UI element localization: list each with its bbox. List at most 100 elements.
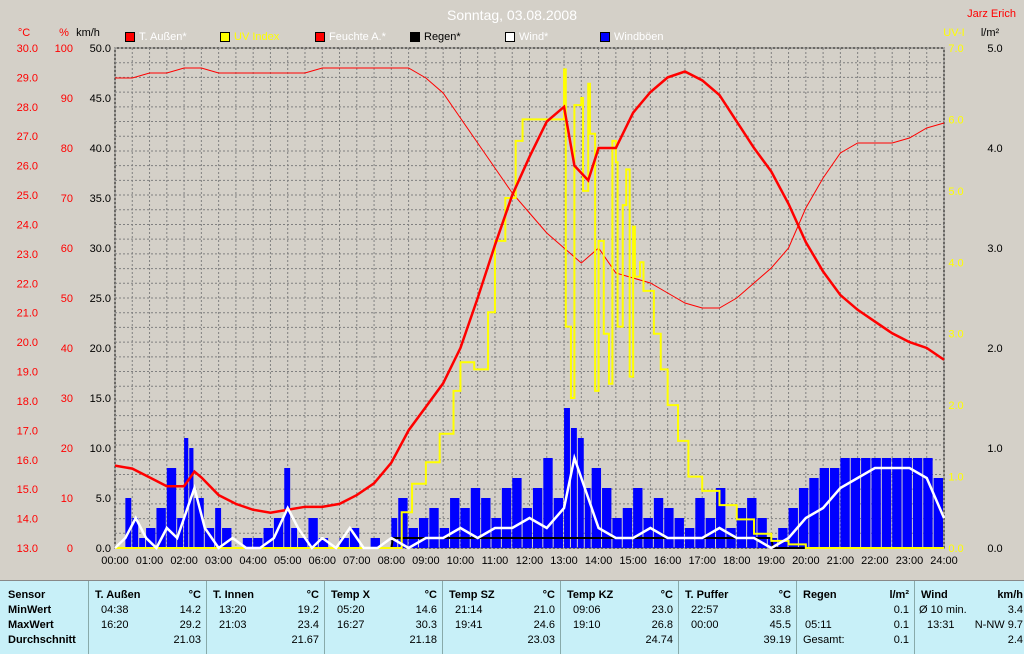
hum-tick-label: 20 bbox=[61, 443, 73, 455]
series-line bbox=[115, 68, 944, 549]
stats-row: 16:27 30.3 bbox=[325, 618, 443, 633]
statistics-table: Sensor MinWert MaxWert Durchschnitt T. Außen… bbox=[0, 580, 1024, 654]
stats-max-time: 13:31 bbox=[927, 619, 955, 631]
gust-bar bbox=[156, 508, 166, 548]
temp-tick-label: 24.0 bbox=[17, 219, 38, 231]
x-tick-label: 12:00 bbox=[516, 555, 544, 567]
gust-bar bbox=[194, 498, 204, 548]
gust-bar bbox=[339, 538, 349, 548]
x-tick-label: 22:00 bbox=[861, 555, 889, 567]
wind-tick-label: 15.0 bbox=[90, 393, 111, 405]
stats-column-name: T. Innen bbox=[213, 589, 254, 601]
legend-item: Feuchte A.* bbox=[315, 31, 386, 43]
stats-average: 39.19 bbox=[763, 634, 791, 646]
stats-row: Regen l/m² bbox=[797, 588, 915, 603]
series-line bbox=[114, 70, 945, 514]
gust-bar bbox=[308, 518, 318, 548]
temp-tick-label: 14.0 bbox=[17, 514, 38, 526]
wind-tick-label: 20.0 bbox=[90, 343, 111, 355]
temp-tick-label: 30.0 bbox=[17, 43, 38, 55]
wind-tick-label: 10.0 bbox=[90, 443, 111, 455]
x-tick-label: 15:00 bbox=[619, 555, 647, 567]
stats-max-time: 16:27 bbox=[337, 619, 365, 631]
x-tick-label: 07:00 bbox=[343, 555, 371, 567]
gust-bar bbox=[166, 468, 177, 548]
rain-unit-label: l/m² bbox=[981, 27, 1000, 39]
wind-tick-label: 25.0 bbox=[90, 293, 111, 305]
stats-row: 04:38 14.2 bbox=[89, 603, 207, 618]
gust-bar bbox=[881, 458, 892, 548]
hum-tick-label: 50 bbox=[61, 293, 73, 305]
temp-tick-label: 21.0 bbox=[17, 308, 38, 320]
hum-tick-label: 70 bbox=[61, 193, 73, 205]
uv-tick-label: 0.0 bbox=[948, 543, 963, 555]
gust-bar bbox=[491, 518, 501, 548]
gust-bar bbox=[622, 508, 633, 548]
stats-row: MaxWert bbox=[0, 618, 88, 633]
temp-tick-label: 18.0 bbox=[17, 396, 38, 408]
stats-row: 09:06 23.0 bbox=[561, 603, 679, 618]
x-tick-label: 24:00 bbox=[930, 555, 958, 567]
stats-row: 23.03 bbox=[443, 633, 561, 648]
gust-bar bbox=[460, 508, 470, 548]
stats-max-time: 16:20 bbox=[101, 619, 129, 631]
gust-bar bbox=[450, 498, 460, 548]
gust-bar bbox=[584, 488, 591, 548]
stats-row: 21.03 bbox=[89, 633, 207, 648]
gust-bar bbox=[481, 498, 491, 548]
hum-tick-label: 60 bbox=[61, 243, 73, 255]
stats-min-value: 33.8 bbox=[769, 604, 791, 616]
uv-tick-label: 5.0 bbox=[948, 186, 963, 198]
temp-tick-label: 23.0 bbox=[17, 249, 38, 261]
stats-rain-column: Regen l/m² 0.1 05:11 0.1 Gesamt: 0.1 bbox=[796, 581, 915, 654]
stats-wind-column: Wind km/h Ø 10 min. 3.4 13:31 N-NW 9.7 2.4 bbox=[914, 581, 1024, 654]
stats-row-label: MinWert bbox=[8, 604, 52, 616]
gust-bar bbox=[429, 508, 439, 548]
gust-bar bbox=[391, 518, 398, 548]
gust-bar bbox=[184, 438, 189, 548]
gust-bar bbox=[418, 518, 429, 548]
stats-row: 22:57 33.8 bbox=[679, 603, 797, 618]
stats-max-value: 24.6 bbox=[533, 619, 555, 631]
stats-min-value: 21.0 bbox=[533, 604, 555, 616]
stats-average: 21.67 bbox=[291, 634, 319, 646]
hum-tick-label: 40 bbox=[61, 343, 73, 355]
uv-tick-label: 7.0 bbox=[948, 43, 963, 55]
stats-min-time: 21:14 bbox=[455, 604, 483, 616]
hum-tick-label: 0 bbox=[67, 543, 73, 555]
stats-max-value: 29.2 bbox=[179, 619, 201, 631]
stats-column-unit: °C bbox=[778, 589, 791, 601]
stats-max-value: 23.4 bbox=[297, 619, 319, 631]
gust-bar bbox=[349, 528, 360, 548]
stats-max-time: 21:03 bbox=[219, 619, 247, 631]
gust-bar bbox=[543, 458, 553, 548]
stats-row: 24.74 bbox=[561, 633, 679, 648]
stats-min-time: 04:38 bbox=[101, 604, 129, 616]
stats-min-value: 14.6 bbox=[415, 604, 437, 616]
stats-min-time: 09:06 bbox=[573, 604, 601, 616]
stats-column-name: Temp KZ bbox=[567, 589, 614, 601]
legend-label: Wind* bbox=[519, 31, 549, 43]
stats-max-time: 19:10 bbox=[573, 619, 601, 631]
stats-row: T. Innen °C bbox=[207, 588, 325, 603]
hum-tick-label: 80 bbox=[61, 143, 73, 155]
temp-tick-label: 22.0 bbox=[17, 278, 38, 290]
legend-label: Feuchte A.* bbox=[329, 31, 386, 43]
gust-bar bbox=[591, 468, 602, 548]
gust-bar bbox=[850, 458, 861, 548]
legend-item: UV Index bbox=[220, 31, 279, 43]
rain-tick-label: 5.0 bbox=[987, 43, 1002, 55]
stats-row: 0.1 bbox=[797, 603, 915, 618]
stats-min-value: 23.0 bbox=[651, 604, 673, 616]
x-tick-label: 09:00 bbox=[412, 555, 440, 567]
stats-row: 05:20 14.6 bbox=[325, 603, 443, 618]
x-tick-label: 05:00 bbox=[274, 555, 302, 567]
gust-bar bbox=[215, 508, 222, 548]
stats-row: 19:41 24.6 bbox=[443, 618, 561, 633]
gust-bar bbox=[370, 538, 380, 548]
stats-average: 21.03 bbox=[173, 634, 201, 646]
gust-bar bbox=[564, 408, 570, 548]
stats-row: 13:20 19.2 bbox=[207, 603, 325, 618]
uv-tick-label: 6.0 bbox=[948, 114, 963, 126]
legend-swatch bbox=[125, 32, 135, 43]
